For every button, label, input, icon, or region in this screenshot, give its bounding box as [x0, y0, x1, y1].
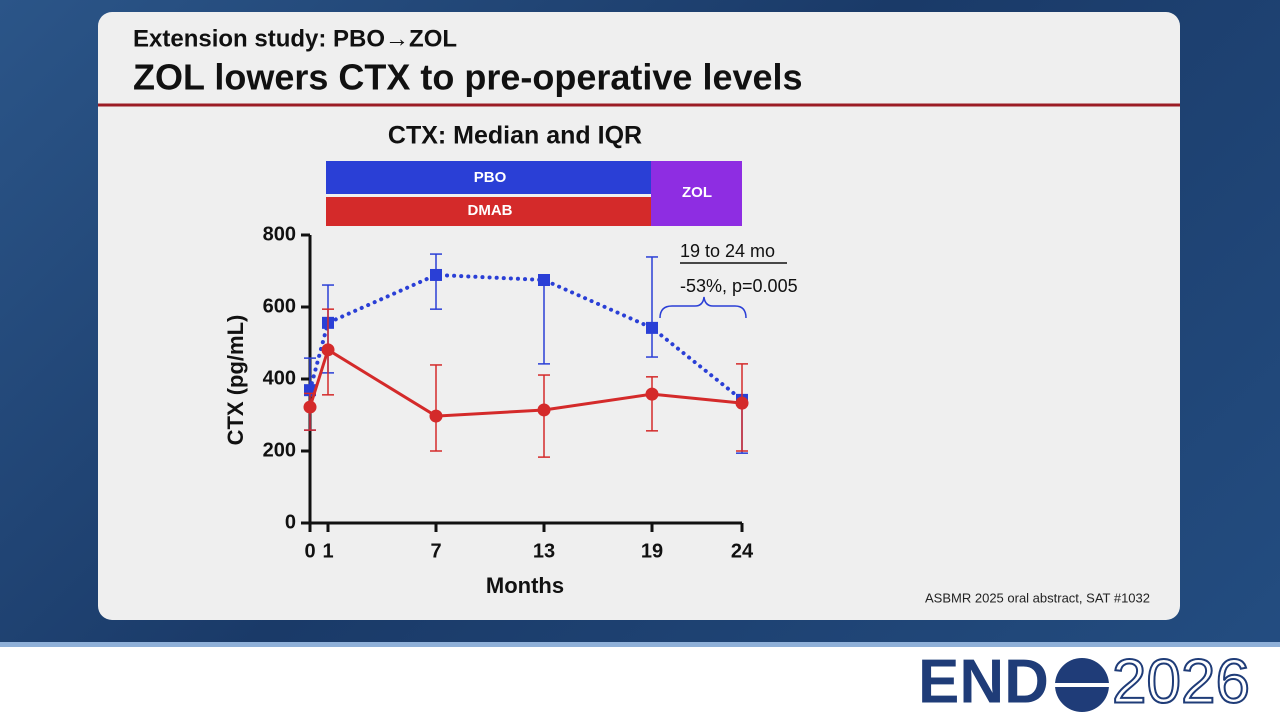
marker	[735, 396, 749, 410]
y-axis-label: CTX (pg/mL)	[223, 315, 248, 446]
annotation: -53%, p=0.005	[680, 276, 798, 296]
subtitle: Extension study: PBO→ZOL	[133, 25, 457, 52]
logo-left: END	[918, 647, 1049, 716]
marker	[303, 400, 317, 414]
phase-bar	[326, 161, 651, 194]
phase-label: DMAB	[468, 202, 513, 219]
x-tick-label: 24	[731, 540, 754, 562]
title: ZOL lowers CTX to pre-operative levels	[133, 57, 803, 98]
marker	[321, 343, 335, 357]
y-tick-label: 400	[263, 367, 296, 389]
logo-right: 2026	[1112, 647, 1250, 716]
y-tick-label: 0	[285, 511, 296, 533]
marker	[645, 387, 659, 401]
marker	[538, 274, 550, 286]
y-tick-label: 200	[263, 439, 296, 461]
phase-bar	[651, 161, 742, 226]
phase-label: PBO	[474, 169, 507, 186]
x-tick-label: 1	[322, 540, 333, 562]
y-tick-label: 600	[263, 295, 296, 317]
x-axis-label: Months	[486, 573, 564, 598]
content-card	[98, 12, 1180, 620]
marker	[537, 403, 551, 417]
x-tick-label: 13	[533, 540, 555, 562]
x-tick-label: 0	[304, 540, 315, 562]
marker	[429, 409, 443, 423]
marker	[646, 321, 658, 334]
footnote: ASBMR 2025 oral abstract, SAT #1032	[925, 590, 1150, 605]
annotation: 19 to 24 mo	[680, 241, 775, 261]
marker	[430, 268, 442, 281]
bracket	[659, 296, 747, 319]
x-tick-label: 19	[641, 540, 663, 562]
series-line	[308, 347, 744, 418]
x-tick-label: 7	[430, 540, 441, 562]
phase-label: ZOL	[682, 184, 712, 201]
y-tick-label: 800	[263, 223, 296, 245]
chart-title: CTX: Median and IQR	[388, 122, 642, 150]
phase-bar	[326, 197, 651, 226]
series-line	[308, 272, 744, 402]
